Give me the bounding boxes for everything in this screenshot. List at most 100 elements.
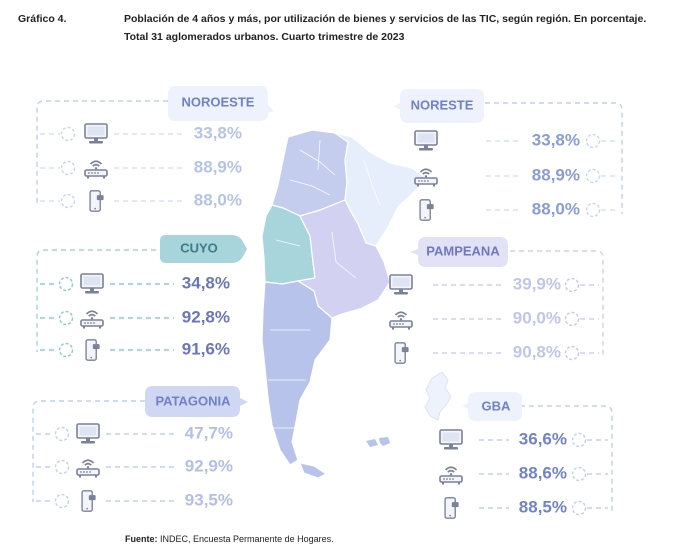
- marker-circle: [585, 202, 601, 218]
- label-gba: GBA: [482, 398, 512, 413]
- value-patagonia-1: 92,9%: [185, 456, 233, 475]
- figure-label: Gráfico 4.: [18, 13, 67, 25]
- province-lines: [268, 139, 381, 429]
- value-cuyo-1: 92,8%: [182, 307, 230, 326]
- marker-circle: [571, 500, 587, 516]
- region-patagonia-shape: [261, 280, 333, 466]
- region-label-noreste: NORESTE: [394, 89, 484, 123]
- marker-circle: [564, 345, 580, 361]
- label-noroeste: NOROESTE: [182, 94, 255, 109]
- marker-circle: [60, 126, 76, 142]
- data-row: 34,8%: [40, 273, 230, 295]
- region-label-cuyo: CUYO: [160, 235, 247, 263]
- marker-circle: [54, 459, 70, 475]
- mobile-phone-icon: [444, 497, 460, 519]
- tierra-del-fuego-shape: [299, 462, 327, 479]
- value-cuyo-0: 34,8%: [182, 273, 230, 292]
- region-rows-cuyo: 34,8% 92,8% 91,6%: [40, 273, 230, 361]
- label-pampeana: PAMPEANA: [426, 243, 500, 258]
- value-pampeana-2: 90,8%: [513, 342, 561, 361]
- region-rows-gba: 36,6% 88,6% 88,5%: [439, 429, 608, 519]
- callout-frames: [32, 100, 623, 512]
- mobile-phone-icon: [85, 339, 101, 361]
- malvinas-islands: [366, 437, 390, 447]
- region-rows-noroeste: 33,8% 88,9% 88,0%: [40, 123, 242, 212]
- marker-circle: [564, 311, 580, 327]
- value-noroeste-1: 88,9%: [194, 157, 242, 176]
- wifi-router-icon: [439, 466, 463, 485]
- region-label-pampeana: PAMPEANA: [410, 237, 508, 267]
- data-row: 92,9%: [36, 456, 233, 478]
- data-row: 93,5%: [36, 490, 233, 512]
- value-gba-0: 36,6%: [519, 429, 567, 448]
- data-row: 88,9%: [40, 157, 242, 179]
- chart-subtitle: Total 31 aglomerados urbanos. Cuarto tri…: [124, 31, 405, 43]
- value-noroeste-2: 88,0%: [194, 190, 242, 209]
- label-patagonia: PATAGONIA: [155, 393, 231, 408]
- wifi-router-icon: [80, 310, 104, 329]
- value-patagonia-0: 47,7%: [185, 423, 233, 442]
- marker-circle: [58, 342, 74, 358]
- marker-circle: [54, 493, 70, 509]
- computer-icon: [439, 429, 463, 451]
- chart-title: Población de 4 años y más, por utilizaci…: [124, 13, 647, 25]
- marker-circle: [58, 310, 74, 326]
- marker-circle: [585, 168, 601, 184]
- value-patagonia-2: 93,5%: [185, 490, 233, 509]
- value-pampeana-1: 90,0%: [513, 308, 561, 327]
- data-row: 88,0%: [40, 190, 242, 212]
- argentina-map: [261, 129, 452, 479]
- value-noreste-2: 88,0%: [532, 199, 580, 218]
- region-rows-patagonia: 47,7% 92,9% 93,5%: [36, 423, 233, 512]
- data-row: 92,8%: [40, 307, 230, 329]
- mobile-phone-icon: [89, 190, 105, 212]
- region-label-patagonia: PATAGONIA: [145, 386, 248, 417]
- label-cuyo: CUYO: [180, 240, 218, 255]
- source-label: Fuente:: [125, 534, 158, 544]
- data-row: 88,5%: [444, 497, 608, 519]
- value-gba-2: 88,5%: [519, 497, 567, 516]
- data-row: 39,9%: [389, 274, 599, 296]
- marker-circle: [571, 432, 587, 448]
- data-row: 88,9%: [414, 165, 618, 187]
- region-rows-noreste: 33,8% 88,9% 88,0%: [414, 130, 618, 221]
- data-row: 36,6%: [439, 429, 608, 451]
- marker-circle: [564, 277, 580, 293]
- computer-icon: [80, 273, 104, 295]
- value-noreste-1: 88,9%: [532, 165, 580, 184]
- marker-circle: [54, 426, 70, 442]
- data-row: 33,8%: [40, 123, 242, 145]
- data-row: 91,6%: [40, 339, 230, 361]
- data-row: 88,0%: [419, 199, 618, 221]
- value-cuyo-2: 91,6%: [182, 339, 230, 358]
- marker-circle: [571, 466, 587, 482]
- wifi-router-icon: [76, 459, 100, 478]
- value-gba-1: 88,6%: [519, 463, 567, 482]
- data-rows: 33,8% 88,9% 88,0% 33,8% 88,9% 88,0% 34,8% 92,8%…: [36, 123, 618, 519]
- data-row: 33,8%: [414, 130, 618, 152]
- marker-circle: [60, 160, 76, 176]
- region-rows-pampeana: 39,9% 90,0% 90,8%: [389, 274, 599, 364]
- region-label-gba: GBA: [462, 392, 522, 421]
- computer-icon: [76, 423, 100, 445]
- value-noroeste-0: 33,8%: [194, 123, 242, 142]
- label-noreste: NORESTE: [411, 97, 474, 112]
- region-gba-shape: [424, 371, 452, 421]
- mobile-phone-icon: [419, 199, 435, 221]
- mobile-phone-icon: [81, 490, 97, 512]
- marker-circle: [58, 276, 74, 292]
- region-label-noroeste: NOROESTE: [168, 86, 274, 121]
- wifi-router-icon: [84, 160, 108, 179]
- wifi-router-icon: [389, 311, 413, 330]
- data-row: 47,7%: [36, 423, 233, 445]
- computer-icon: [414, 130, 438, 152]
- computer-icon: [389, 274, 413, 296]
- data-row: 90,8%: [394, 342, 599, 364]
- marker-circle: [585, 133, 601, 149]
- marker-circle: [60, 193, 76, 209]
- computer-icon: [84, 123, 108, 145]
- data-row: 90,0%: [389, 308, 599, 330]
- source-text: INDEC, Encuesta Permanente de Hogares.: [160, 534, 334, 544]
- source-note: Fuente: INDEC, Encuesta Permanente de Ho…: [125, 534, 334, 544]
